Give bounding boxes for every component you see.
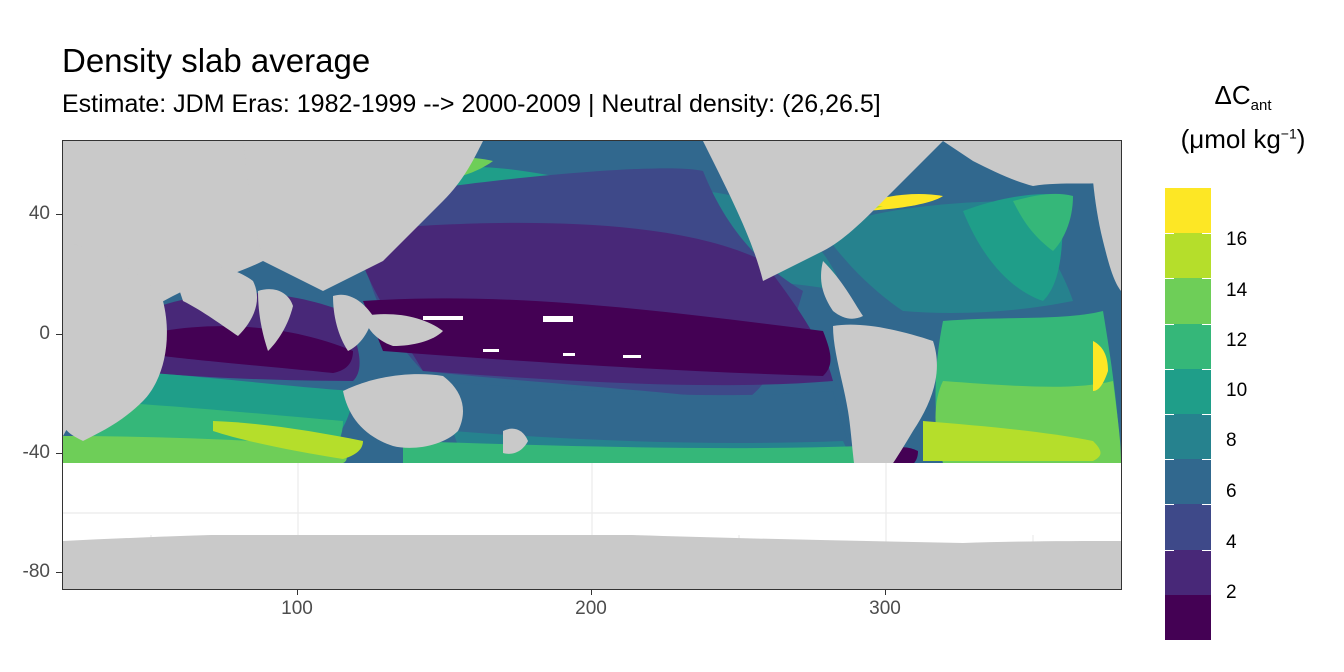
legend-swatch [1165,188,1211,234]
legend-swatch [1165,414,1211,460]
y-tick-label-minus40: -40 [22,442,50,463]
legend-unit-sup: −1 [1280,125,1297,142]
y-tick-mark [56,214,62,215]
legend-unit: (μmol kg−1) [1158,124,1328,155]
plot-title: Density slab average [62,42,371,79]
legend-label: 14 [1226,280,1248,301]
x-tick-mark [297,589,298,595]
legend-label: 6 [1226,481,1237,502]
indian-ocean-yellowgreen [213,421,363,459]
legend-label: 16 [1226,229,1248,250]
legend-symbol: ΔC [1214,80,1251,110]
y-tick-mark [56,453,62,454]
legend-tick [1165,414,1174,415]
legend-tick [1165,368,1174,370]
legend-tick [1202,323,1211,325]
legend-tick [1165,233,1174,235]
legend-tick [1202,549,1211,551]
y-tick-label-40: 40 [28,203,50,224]
legend-tick [1202,278,1211,280]
legend-tick [1202,504,1211,506]
southern-grid [63,463,1121,535]
legend-swatch [1165,459,1211,505]
legend-swatch [1165,278,1211,325]
legend-unit-main: (μmol kg [1180,124,1281,155]
south-atlantic-yellowgreen [923,421,1101,461]
y-tick-mark [56,334,62,335]
plot-subtitle: Estimate: JDM Eras: 1982-1999 --> 2000-2… [62,90,881,118]
legend-tick [1202,368,1211,370]
legend-colorbar [1165,188,1211,641]
x-tick-label-300: 300 [869,598,901,619]
land-masses [63,141,1121,589]
y-tick-mark [56,572,62,573]
legend-unit-close: ) [1296,124,1306,155]
legend-tick [1202,233,1211,235]
indian-ocean-deep [163,326,353,373]
legend-label: 8 [1226,430,1237,451]
legend-tick [1202,459,1211,461]
legend-title: ΔCant (μmol kg−1) [1158,80,1328,155]
x-tick-label-100: 100 [281,598,313,619]
north-atlantic-lightgreen [1013,193,1073,251]
x-tick-mark [591,589,592,595]
x-tick-label-200: 200 [575,598,607,619]
legend-swatch [1165,504,1211,551]
pacific-equatorial-deep [363,298,831,376]
legend-swatch [1165,233,1211,279]
legend-swatch [1165,368,1211,415]
legend-tick [1165,549,1174,551]
legend-subscript: ant [1250,97,1272,115]
legend-label: 2 [1226,582,1237,603]
no-data-specks [423,316,641,358]
y-tick-label-0: 0 [39,323,50,344]
south-atlantic-east-yellow [1093,341,1108,391]
legend-variable: ΔCant [1158,80,1328,114]
map-svg [63,141,1121,589]
legend-tick [1165,504,1174,506]
legend-tick [1165,323,1174,325]
legend-tick [1165,459,1174,461]
legend-swatch [1165,323,1211,370]
y-tick-label-minus80: -80 [22,561,50,582]
legend-tick [1202,414,1211,415]
legend-label: 12 [1226,330,1248,351]
legend-tick [1165,278,1174,280]
legend-swatch [1165,549,1211,596]
map-panel [62,140,1122,590]
legend-label: 4 [1226,532,1237,553]
legend-swatch [1165,594,1211,641]
x-tick-mark [885,589,886,595]
legend-label: 10 [1226,380,1248,401]
